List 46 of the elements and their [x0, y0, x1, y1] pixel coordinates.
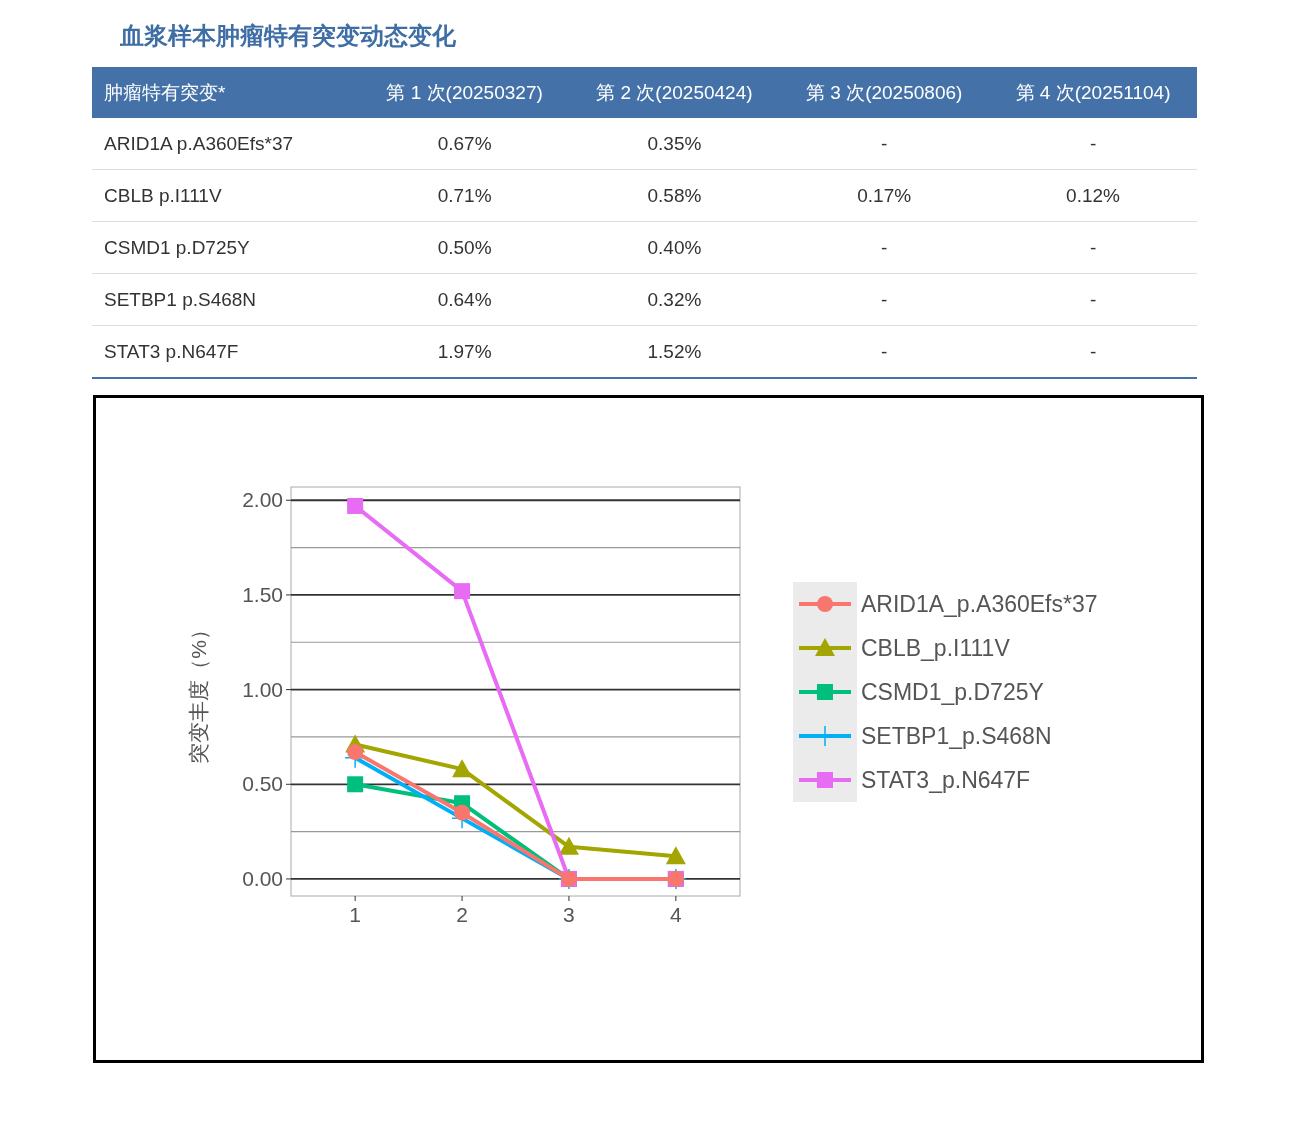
y-tick-label: 2.00 — [242, 488, 283, 512]
text: CSMD1 p.D725Y — [92, 221, 360, 274]
text: CBLB p.I111V — [92, 169, 360, 222]
text: 1.97% — [359, 325, 570, 378]
text: - — [779, 273, 990, 326]
x-tick-label: 4 — [670, 903, 683, 926]
text: 0.12% — [989, 169, 1197, 222]
text: 0.35% — [569, 118, 780, 170]
text: SETBP1 p.S468N — [92, 273, 360, 326]
text: STAT3 p.N647F — [92, 325, 360, 378]
text: 0.17% — [779, 169, 990, 222]
text: 第 4 次(20251104) — [989, 67, 1197, 118]
text: 肿瘤特有突变* — [92, 67, 360, 118]
text: - — [779, 118, 990, 170]
legend-label: CBLB_p.I111V — [861, 635, 1011, 661]
y-axis-title: 突变丰度（%） — [187, 619, 210, 764]
legend-label: ARID1A_p.A360Efs*37 — [861, 591, 1098, 617]
y-tick-label: 0.50 — [242, 772, 283, 796]
text: - — [989, 118, 1197, 170]
y-tick-label: 1.00 — [242, 677, 283, 701]
text: 第 2 次(20250424) — [569, 67, 780, 118]
legend-label: STAT3_p.N647F — [861, 767, 1031, 793]
text: 0.64% — [359, 273, 570, 326]
text: - — [779, 325, 990, 378]
text: 0.58% — [569, 169, 780, 222]
x-tick-label: 2 — [456, 903, 468, 926]
text: 0.32% — [569, 273, 780, 326]
y-tick-label: 0.00 — [242, 866, 283, 890]
y-tick-label: 1.50 — [242, 582, 283, 606]
legend-label: SETBP1_p.S468N — [861, 723, 1052, 749]
text: ARID1A p.A360Efs*37 — [92, 118, 360, 170]
text: 0.67% — [359, 118, 570, 170]
legend-label: CSMD1_p.D725Y — [861, 679, 1044, 705]
text: - — [779, 221, 990, 274]
text: 0.40% — [569, 221, 780, 274]
x-tick-label: 1 — [349, 903, 361, 926]
text: - — [989, 221, 1197, 274]
text: - — [989, 325, 1197, 378]
text: 1.52% — [569, 325, 780, 378]
x-tick-label: 3 — [563, 903, 575, 926]
text: 第 3 次(20250806) — [779, 67, 990, 118]
text: 血浆样本肿瘤特有突变动态变化 — [120, 21, 456, 51]
text: - — [989, 273, 1197, 326]
text: 第 1 次(20250327) — [359, 67, 570, 118]
text: 0.50% — [359, 221, 570, 274]
text: 0.71% — [359, 169, 570, 222]
